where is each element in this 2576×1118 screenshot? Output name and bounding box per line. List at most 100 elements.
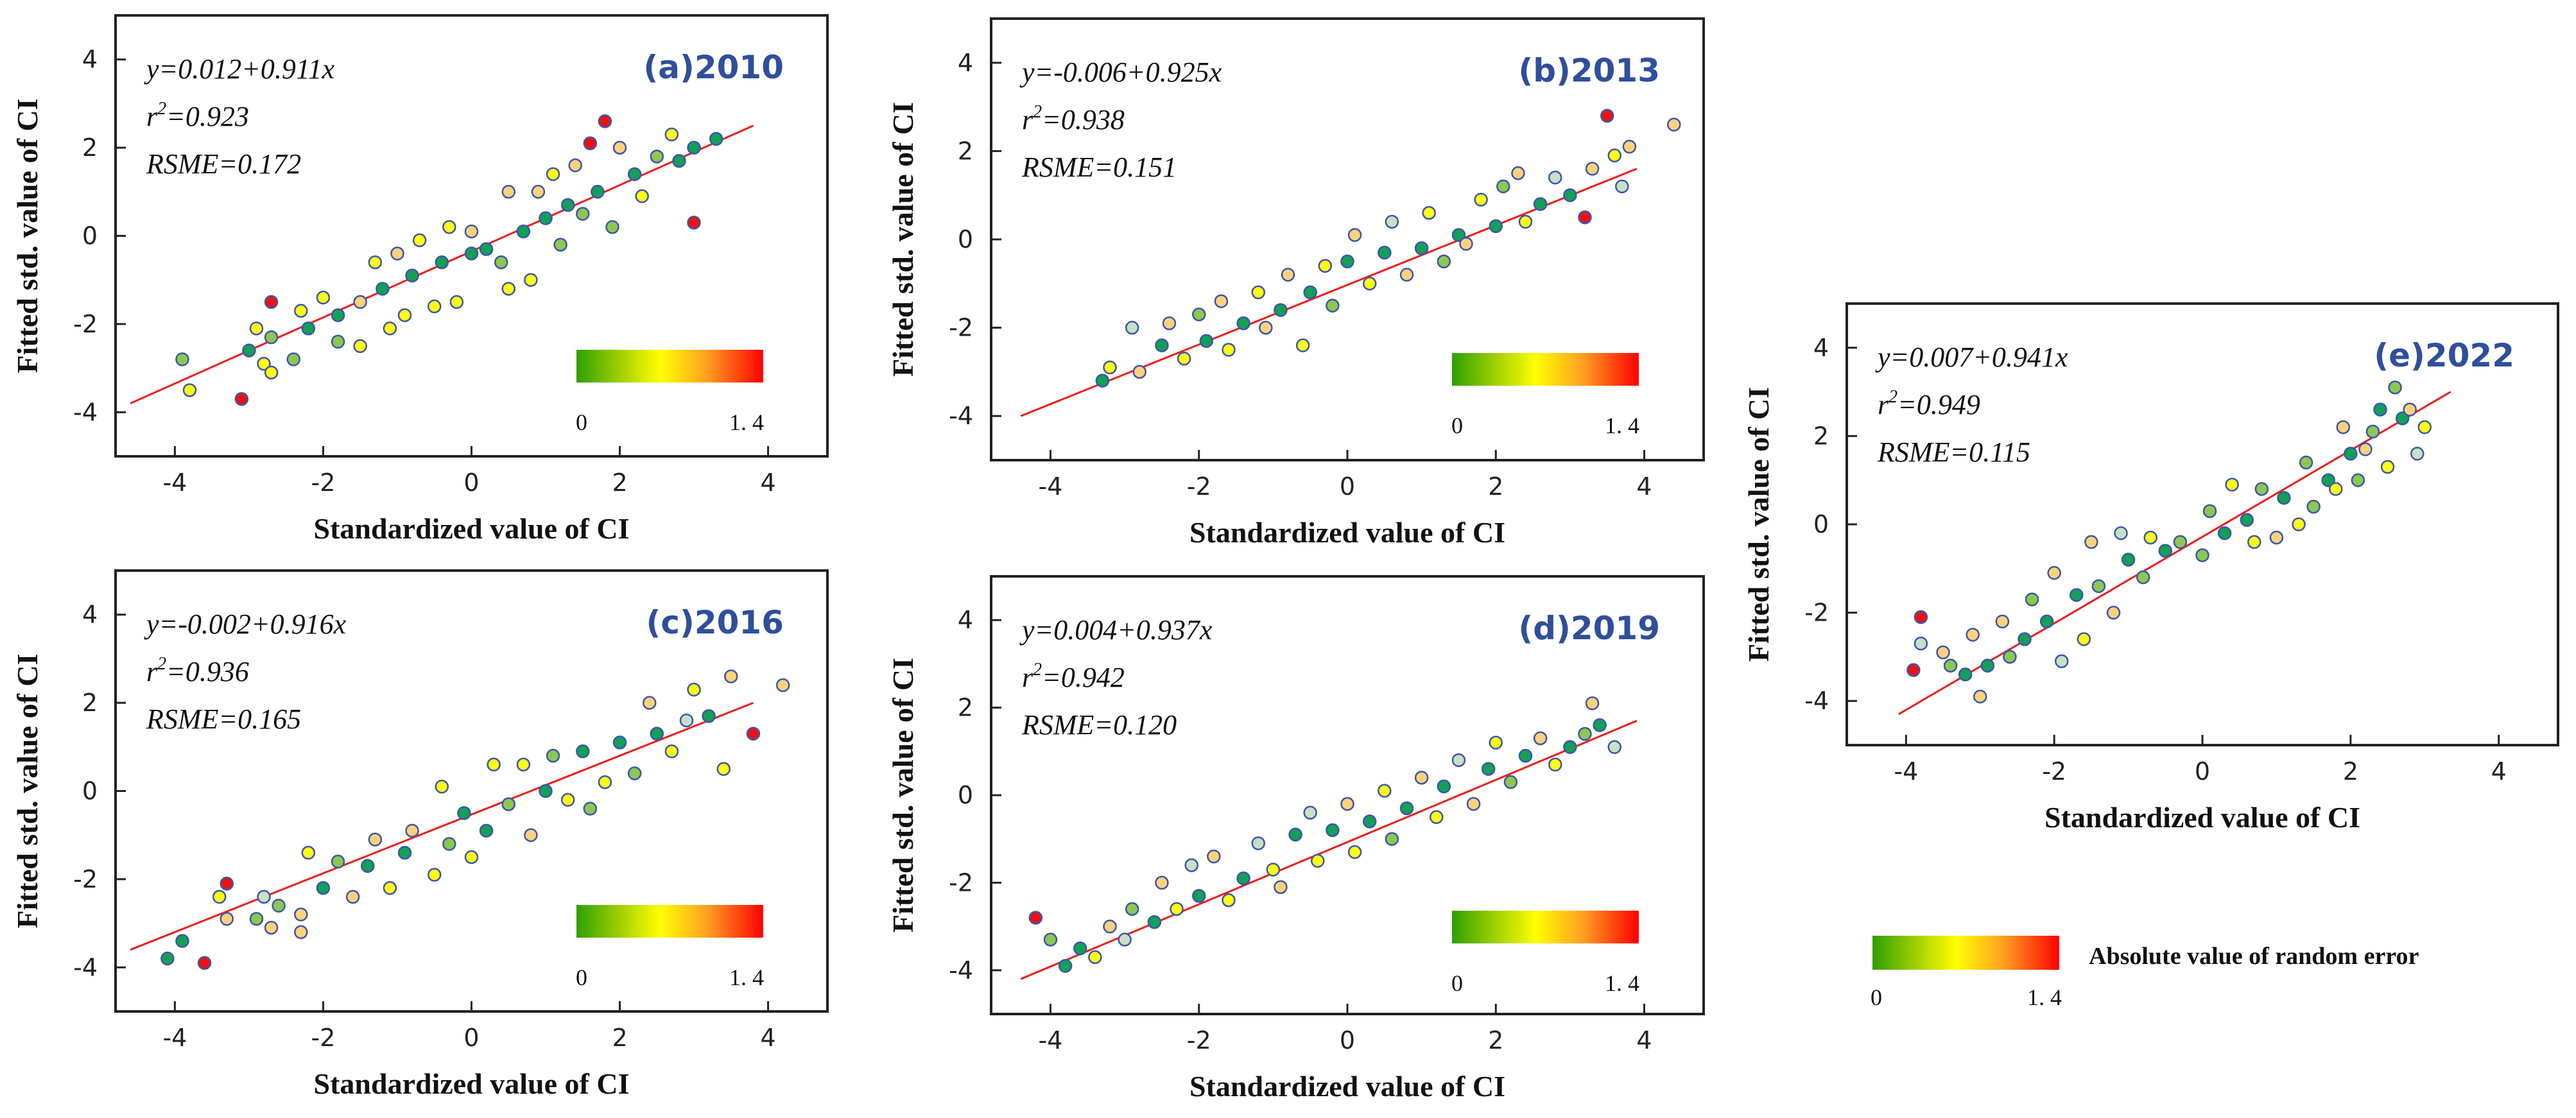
data-point — [160, 951, 175, 966]
data-point — [1518, 748, 1533, 763]
data-point — [2403, 402, 2417, 417]
rsme-value: RSME=0.172 — [146, 148, 301, 180]
colorbar-max-label: 1. 4 — [729, 409, 764, 435]
data-point — [435, 255, 449, 270]
x-axis-label: Standardized value of CI — [1189, 516, 1505, 549]
x-tick-label: 4 — [760, 1024, 775, 1052]
data-point — [1995, 614, 2010, 629]
data-point — [1347, 228, 1362, 242]
r-squared-value: =0.949 — [1897, 389, 1980, 420]
data-point — [1548, 170, 1562, 185]
data-point — [524, 828, 538, 842]
data-point — [2277, 490, 2291, 505]
data-point — [2395, 411, 2410, 426]
data-point — [1303, 805, 1317, 820]
data-point — [316, 290, 331, 305]
x-axis-label: Standardized value of CI — [314, 512, 630, 545]
data-point — [1600, 108, 1614, 123]
data-point — [397, 308, 412, 322]
data-point — [368, 255, 383, 270]
data-point — [1155, 338, 1169, 352]
regression-equation: y=-0.002+0.916x — [144, 608, 347, 640]
data-point — [2240, 513, 2254, 527]
data-point — [242, 343, 256, 357]
data-point — [1593, 718, 1607, 732]
y-axis-label: Fitted std. value of CI — [886, 102, 919, 377]
data-point — [1222, 893, 1236, 907]
x-tick-label: 0 — [2195, 757, 2210, 786]
colorbar — [1452, 353, 1639, 386]
x-tick-label: 2 — [1488, 1026, 1503, 1054]
data-point — [1622, 139, 1637, 154]
data-point — [598, 114, 612, 128]
x-axis-label: Standardized value of CI — [1189, 1070, 1505, 1103]
panel-title: (a)2010 — [643, 49, 784, 86]
data-point — [2173, 535, 2188, 549]
data-point — [301, 845, 316, 860]
data-point — [576, 744, 590, 759]
data-point — [1399, 801, 1414, 816]
y-tick-label: -2 — [1804, 599, 1829, 627]
data-point — [583, 136, 598, 150]
data-point — [2388, 380, 2402, 395]
data-point — [635, 189, 649, 203]
plot-frame — [990, 17, 1705, 461]
data-point — [2373, 402, 2387, 417]
data-point — [1214, 294, 1229, 309]
data-point — [650, 150, 664, 164]
data-point — [775, 678, 790, 692]
r-squared-value: =0.936 — [166, 656, 249, 687]
data-point — [1347, 845, 1362, 859]
x-tick-label: 4 — [1636, 472, 1652, 501]
rsme-value: RSME=0.120 — [1021, 709, 1177, 741]
x-tick-label: 2 — [2343, 757, 2358, 786]
data-point — [1980, 658, 1995, 673]
data-point — [1533, 731, 1548, 746]
legend-label: Absolute value of random error — [2089, 943, 2419, 970]
data-point — [1199, 334, 1214, 348]
data-point — [1914, 637, 1928, 651]
data-point — [1385, 832, 1399, 846]
data-point — [1207, 849, 1221, 864]
x-tick-label: 0 — [1340, 472, 1355, 501]
data-point — [576, 207, 590, 221]
data-point — [1518, 214, 1533, 229]
data-point — [650, 727, 664, 741]
data-point — [294, 925, 308, 940]
data-point — [1607, 148, 1621, 163]
data-point — [716, 762, 731, 776]
x-tick-label: -4 — [162, 469, 187, 497]
data-point — [560, 198, 575, 212]
y-tick-label: 4 — [958, 49, 973, 77]
data-point — [1095, 374, 1110, 388]
y-tick-label: 2 — [82, 689, 98, 717]
data-point — [1311, 854, 1325, 868]
data-point — [435, 779, 449, 794]
data-point — [2336, 420, 2351, 434]
r-squared-symbol: r — [146, 101, 158, 132]
data-point — [1466, 796, 1481, 811]
x-tick-label: -4 — [1039, 1026, 1063, 1054]
data-point — [709, 132, 723, 146]
data-point — [249, 911, 264, 926]
legend-min-label: 0 — [1871, 985, 1882, 1010]
data-point — [1474, 193, 1488, 207]
data-point — [1125, 902, 1139, 916]
y-tick-label: -4 — [1804, 687, 1829, 715]
data-point — [1236, 871, 1250, 886]
data-point — [1378, 784, 1392, 798]
data-point — [2047, 565, 2061, 580]
data-point — [272, 899, 286, 913]
data-point — [1132, 365, 1146, 379]
x-tick-label: -4 — [162, 1024, 187, 1052]
fit-line — [1020, 168, 1638, 417]
data-point — [1125, 320, 1139, 335]
data-point — [627, 167, 642, 182]
x-tick-label: -2 — [311, 1024, 336, 1052]
data-point — [1028, 911, 1043, 925]
data-point — [664, 127, 679, 142]
data-point — [501, 797, 516, 811]
